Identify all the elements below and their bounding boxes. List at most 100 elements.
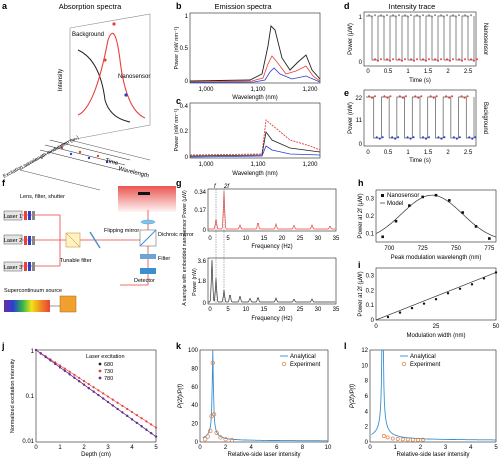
high-point <box>374 95 376 98</box>
laser-1-box <box>3 210 23 221</box>
tick-label: 60 <box>191 385 198 391</box>
tick-label: 0 <box>198 445 202 451</box>
panel-letter: a <box>2 1 8 11</box>
high-point <box>398 95 401 98</box>
tick-label: 15 <box>261 307 268 313</box>
data-point <box>420 437 425 442</box>
data-point <box>218 435 223 440</box>
nanosensor-points <box>381 193 491 240</box>
tick-label: 20 <box>191 422 198 428</box>
legend-label: 780 <box>104 376 113 382</box>
tick-label: 0 <box>34 445 38 451</box>
high-point <box>374 14 376 17</box>
tick-label: 0.1 <box>26 394 35 400</box>
plot-frame <box>207 257 337 305</box>
low-point <box>440 137 443 140</box>
tick-label: 1,100 <box>250 162 266 168</box>
plot-frame <box>207 188 337 232</box>
low-point <box>386 58 388 61</box>
plot-frame <box>363 89 477 147</box>
tick-label: 10 <box>325 445 332 451</box>
low-point <box>449 59 451 62</box>
axis-label: Depth (cm) <box>81 452 111 458</box>
axis-label: Modulation width (nm) <box>406 333 465 339</box>
x-ticks: 0 5 10 15 20 25 30 35 <box>208 307 340 313</box>
data-point <box>494 271 498 274</box>
panel-letter: d <box>344 1 350 11</box>
data-point <box>448 199 451 202</box>
low-point <box>474 136 477 139</box>
plot-frame <box>369 349 497 443</box>
tick-label: 1 <box>31 349 35 355</box>
tick-label: 2 <box>82 445 86 451</box>
panel-letter: k <box>176 341 182 351</box>
data-point <box>410 306 414 310</box>
spectrum-control <box>208 259 336 303</box>
tick-label: 1.8 <box>198 279 207 285</box>
low-point <box>446 58 448 61</box>
x-ticks: 0 1 2 3 4 5 <box>368 445 498 451</box>
tick-label: 0 <box>203 228 207 234</box>
low-point <box>378 137 381 140</box>
high-point <box>417 96 420 99</box>
laser-3-box <box>3 261 23 272</box>
tick-label: 0.3 <box>366 273 375 279</box>
tick-label: 6 <box>365 394 369 400</box>
nanosensor-implant <box>138 192 150 195</box>
low-point <box>458 136 461 139</box>
panel-letter: i <box>358 260 361 270</box>
high-point <box>371 15 373 18</box>
tick-label: 0.3 <box>366 197 375 203</box>
axis-label: Relative-side laser intensity <box>227 452 300 458</box>
y-ticks: 0 20 40 60 80 100 <box>188 348 199 446</box>
low-point <box>468 136 471 139</box>
legend-label: Experiment <box>410 362 441 368</box>
analytical-curve <box>202 349 328 442</box>
tick-label: 100 <box>188 348 199 354</box>
axis-label: Wavelength (nm) <box>232 95 277 101</box>
tick-label: 2 <box>446 150 450 156</box>
tick-label: 700 <box>384 246 395 252</box>
tick-label: 0.34 <box>194 190 206 196</box>
tick-label: 4 <box>130 445 134 451</box>
data-point <box>488 237 491 240</box>
legend-marker <box>98 376 102 380</box>
low-point <box>455 137 458 140</box>
high-point <box>455 15 457 18</box>
legend-label: 730 <box>104 369 113 375</box>
tick-label: 1 <box>359 15 363 21</box>
high-point <box>466 95 469 98</box>
panel-f: f Lens, filter, shutter Laser 1 Laser 2 … <box>2 178 194 313</box>
tick-label: 775 <box>484 246 495 252</box>
tick-label: 4 <box>365 409 369 415</box>
data-point <box>415 437 420 442</box>
high-point <box>410 14 412 17</box>
tick-label: 0.17 <box>194 208 206 214</box>
data-point <box>398 311 402 314</box>
tick-label: 5 <box>154 445 158 451</box>
background-curve <box>77 49 131 123</box>
plot-frame <box>35 349 157 443</box>
tick-label: 12 <box>361 348 368 354</box>
tick-label: 4 <box>469 445 473 451</box>
data-point <box>223 437 228 442</box>
panel-e: e Power (nW) 22 11 0 0 0.5 1 1.5 2 2.5 Time (… <box>344 88 488 164</box>
tick-label: 0 <box>208 307 212 313</box>
tick-label: 0 <box>374 324 378 330</box>
low-point <box>392 58 394 61</box>
laser-2-box <box>3 234 23 245</box>
tick-label: 1 <box>406 69 410 75</box>
data-point <box>458 287 462 290</box>
high-point <box>445 95 448 98</box>
high-point <box>383 95 386 98</box>
high-point <box>368 95 370 98</box>
high-point <box>443 15 445 18</box>
axis-label: Power (nW nm⁻¹) <box>174 108 180 151</box>
tick-label: 22 <box>355 96 362 102</box>
supercontinuum-spectrum <box>4 300 50 312</box>
tick-label: 0 <box>195 440 199 446</box>
high-point <box>389 95 392 98</box>
label: Filter <box>158 256 170 262</box>
axis-label: Power (nW nm⁻¹) <box>174 26 180 69</box>
high-point <box>458 14 460 17</box>
